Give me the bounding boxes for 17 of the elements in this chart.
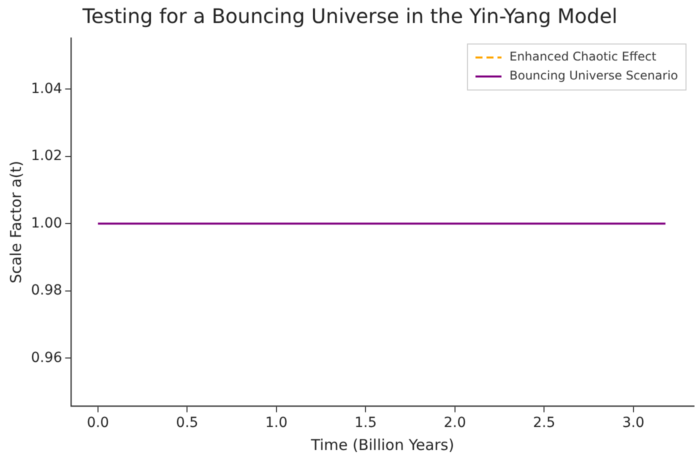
y-tick-label: 1.02 — [31, 148, 62, 164]
y-tick-label: 0.98 — [31, 282, 62, 299]
x-tick-label: 1.0 — [265, 415, 288, 432]
x-tick-label: 0.0 — [86, 415, 110, 432]
legend-label: Bouncing Universe Scenario — [509, 68, 678, 83]
x-tick-label: 2.0 — [444, 415, 466, 432]
x-tick-label: 0.5 — [176, 415, 198, 432]
y-tick-label: 0.96 — [31, 350, 62, 366]
chart-title: Testing for a Bouncing Universe in the Yin-Yang Model — [82, 4, 618, 28]
y-tick-label: 1.04 — [31, 80, 62, 97]
y-axis-title: Scale Factor a(t) — [6, 160, 25, 284]
legend-label: Enhanced Chaotic Effect — [509, 50, 657, 64]
y-tick-label: 1.00 — [31, 215, 62, 232]
x-axis-title: Time (Billion Years) — [310, 436, 454, 454]
x-tick-label: 2.5 — [532, 415, 556, 432]
x-tick-label: 3.0 — [622, 415, 644, 432]
x-tick-label: 1.5 — [354, 415, 377, 432]
